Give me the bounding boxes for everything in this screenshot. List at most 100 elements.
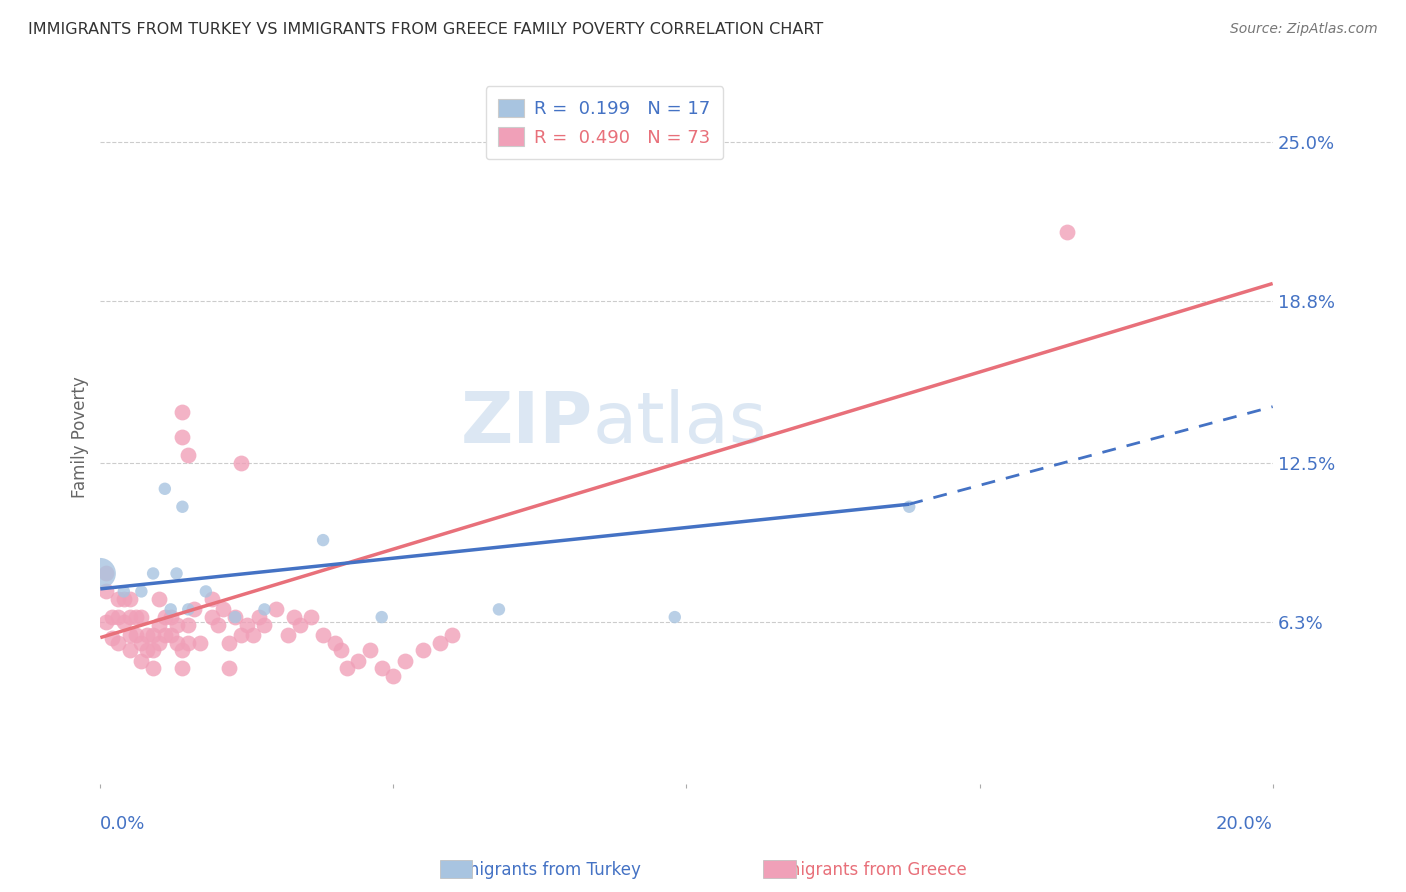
Point [136,643,159,657]
Point [194,584,217,599]
Point [118,592,141,607]
Point [312,533,335,548]
Text: Immigrants from Greece: Immigrants from Greece [763,861,966,879]
Point [96,615,118,630]
Text: Immigrants from Turkey: Immigrants from Turkey [441,861,641,879]
Point [429,636,451,650]
Point [112,615,135,630]
Point [112,584,135,599]
Point [89,566,111,581]
Point [107,610,129,624]
Point [166,617,188,632]
Point [1056,225,1078,239]
Point [441,628,464,642]
Point [229,456,252,470]
Point [898,500,921,514]
Point [112,592,135,607]
Point [177,636,200,650]
Point [153,482,176,496]
Point [218,661,240,675]
Text: ZIP: ZIP [461,389,593,458]
Point [166,636,188,650]
Point [177,449,200,463]
Point [277,628,299,642]
Point [347,654,370,668]
Point [172,643,194,657]
Point [142,661,165,675]
Point [412,643,434,657]
Text: IMMIGRANTS FROM TURKEY VS IMMIGRANTS FROM GREECE FAMILY POVERTY CORRELATION CHAR: IMMIGRANTS FROM TURKEY VS IMMIGRANTS FRO… [28,22,824,37]
Point [124,628,146,642]
Point [201,610,224,624]
Point [166,566,188,581]
Point [201,592,224,607]
Point [142,643,165,657]
Point [283,610,305,624]
Point [370,610,392,624]
Point [299,610,322,624]
Point [312,628,335,642]
Point [172,430,194,444]
Point [394,654,416,668]
Point [236,617,259,632]
Point [664,610,686,624]
Text: Source: ZipAtlas.com: Source: ZipAtlas.com [1230,22,1378,37]
Point [107,636,129,650]
Legend: R =  0.199   N = 17, R =  0.490   N = 73: R = 0.199 N = 17, R = 0.490 N = 73 [485,87,723,160]
Point [101,610,124,624]
Point [131,636,153,650]
Point [288,617,311,632]
Point [101,631,124,645]
Point [370,661,392,675]
Point [207,617,229,632]
Point [172,500,194,514]
Y-axis label: Family Poverty: Family Poverty [72,376,89,499]
Text: 20.0%: 20.0% [1216,814,1272,832]
Point [329,643,352,657]
Point [212,602,235,616]
Point [96,566,118,581]
Text: 0.0%: 0.0% [100,814,146,832]
Point [148,617,170,632]
Point [242,628,264,642]
Point [177,617,200,632]
Point [131,584,153,599]
Point [118,610,141,624]
Point [247,610,270,624]
Point [159,610,181,624]
Point [253,617,276,632]
Point [359,643,381,657]
Point [488,602,510,616]
Point [148,636,170,650]
Text: atlas: atlas [593,389,768,458]
Point [136,628,159,642]
Point [118,628,141,642]
Point [153,628,176,642]
Point [177,602,200,616]
Point [264,602,287,616]
Point [183,602,205,616]
Point [118,643,141,657]
Point [188,636,211,650]
Point [96,584,118,599]
Point [218,636,240,650]
Point [142,566,165,581]
Point [107,592,129,607]
Point [224,610,246,624]
Point [124,610,146,624]
Point [229,628,252,642]
Point [131,610,153,624]
Point [131,654,153,668]
Point [159,628,181,642]
Point [253,602,276,616]
Point [172,661,194,675]
Point [159,602,181,616]
Point [148,592,170,607]
Point [153,610,176,624]
Point [172,405,194,419]
Point [382,669,405,683]
Point [224,610,246,624]
Point [335,661,357,675]
Point [142,628,165,642]
Point [323,636,346,650]
